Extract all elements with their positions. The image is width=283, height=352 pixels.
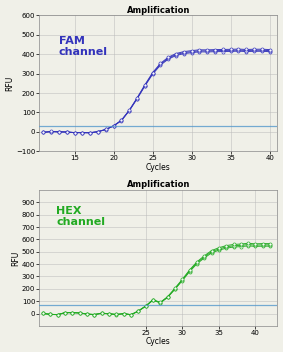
Title: Amplification: Amplification [127,6,190,14]
Y-axis label: RFU: RFU [6,76,14,91]
Text: HEX
channel: HEX channel [56,206,105,227]
Text: FAM
channel: FAM channel [59,36,108,57]
X-axis label: Cycles: Cycles [146,338,171,346]
Y-axis label: RFU: RFU [11,250,20,265]
Title: Amplification: Amplification [127,180,190,189]
X-axis label: Cycles: Cycles [146,163,171,172]
